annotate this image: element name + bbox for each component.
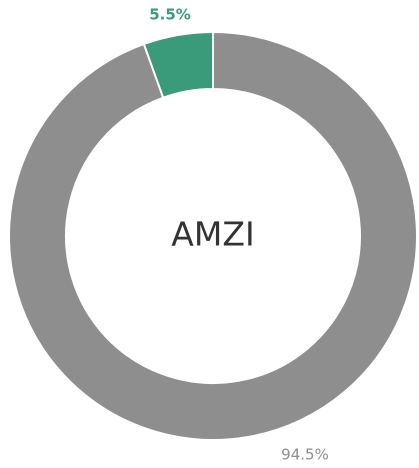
value-label: 94.5% [281, 446, 329, 464]
donut-segment [8, 30, 418, 441]
value-label: 5.5% [149, 6, 191, 24]
center-label: AMZI [171, 215, 254, 254]
donut-segment [142, 30, 214, 99]
